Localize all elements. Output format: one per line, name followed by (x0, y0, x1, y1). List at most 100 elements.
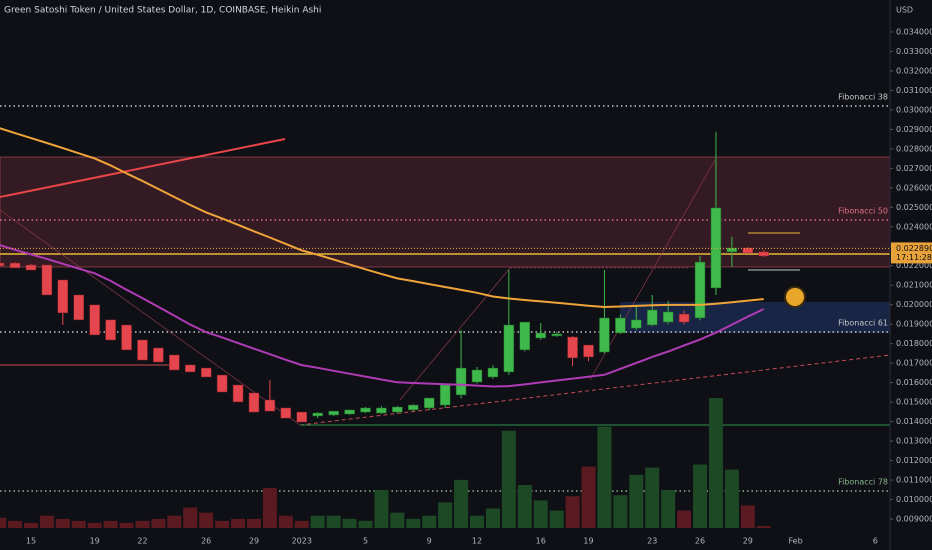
candle-body (9, 262, 21, 269)
volume-bar (294, 520, 309, 528)
x-tick-label: 15 (26, 537, 36, 546)
candle-body (599, 317, 610, 353)
candle-body (631, 319, 642, 329)
volume-bar (533, 500, 548, 528)
volume-bar (677, 510, 692, 528)
y-tick-label: 0.024000 (896, 222, 932, 231)
candle-body (296, 411, 308, 423)
volume-bar (565, 496, 580, 528)
trend-line (589, 159, 716, 381)
candle-body (360, 407, 371, 413)
y-tick-label: 0.015000 (896, 398, 932, 407)
y-tick-label: 0.021000 (896, 281, 932, 290)
candle-body (105, 319, 116, 341)
y-tick-label: 0.028000 (896, 144, 932, 153)
candle-body (41, 264, 53, 296)
candle-body (615, 317, 626, 334)
moving-average (0, 244, 765, 388)
x-tick-label: 19 (90, 537, 100, 546)
volume-bar (613, 495, 628, 528)
alert-icon[interactable] (784, 286, 806, 308)
candle-body (535, 332, 546, 339)
candle-body (392, 406, 403, 413)
y-tick-label: 0.018000 (896, 339, 932, 348)
currency-label: USD (896, 6, 913, 15)
volume-bar (119, 522, 134, 528)
volume-bar (390, 512, 405, 528)
volume-bar (55, 518, 70, 528)
volume-bar (740, 505, 755, 528)
x-tick-label: 29 (249, 537, 259, 546)
fibonacci-label: Fibonacci 78 (838, 477, 888, 486)
x-tick-label: 19 (583, 537, 593, 546)
y-tick-label: 0.032000 (896, 66, 932, 75)
last-price-label: 0.022890 (896, 244, 932, 253)
candle-body (57, 279, 69, 314)
candle-body (248, 392, 260, 413)
x-tick-label: 26 (695, 537, 705, 546)
candle-body (153, 347, 164, 363)
candle-body (344, 409, 355, 415)
x-tick-label: 22 (137, 537, 147, 546)
y-tick-label: 0.020000 (896, 300, 932, 309)
y-tick-label: 0.026000 (896, 183, 932, 192)
y-tick-label: 0.027000 (896, 164, 932, 173)
x-tick-label: 6 (873, 537, 878, 546)
volume-bar (71, 520, 86, 528)
candle-body (487, 367, 499, 378)
candle-body (662, 311, 674, 323)
candle-body (328, 410, 339, 416)
x-tick-label: 23 (647, 537, 657, 546)
volume-bar (39, 515, 54, 528)
last-price-box (891, 242, 932, 264)
y-tick-label: 0.025000 (896, 203, 932, 212)
candle-body (519, 321, 531, 351)
volume-bar (8, 520, 23, 528)
volume-bar (231, 518, 246, 528)
x-tick-label: 26 (201, 537, 211, 546)
x-tick-label: Feb (789, 537, 803, 546)
candle-body (312, 412, 323, 417)
y-tick-label: 0.034000 (896, 27, 932, 36)
fibonacci-label: Fibonacci 61 (838, 318, 888, 327)
volume-bar (103, 520, 118, 528)
trend-line (0, 138, 286, 198)
y-tick-label: 0.017000 (896, 359, 932, 368)
volume-bar (358, 520, 373, 528)
volume-bar (629, 474, 644, 528)
y-tick-label: 0.011000 (896, 476, 932, 485)
y-tick-label: 0.030000 (896, 105, 932, 114)
volume-bar (310, 515, 325, 528)
candle-body (264, 399, 276, 412)
y-tick-label: 0.013000 (896, 437, 932, 446)
volume-bar (501, 430, 516, 528)
volume-bar (724, 469, 739, 528)
fibonacci-label: Fibonacci 38 (838, 92, 888, 101)
volume-bar (581, 466, 596, 528)
volume-bar (0, 517, 7, 528)
countdown-label: 17:11:28 (896, 253, 932, 262)
candle-body (89, 304, 100, 336)
volume-bar (422, 515, 437, 528)
volume-bar (199, 512, 214, 528)
volume-bar (23, 522, 38, 528)
volume-bar (597, 426, 612, 528)
volume-bar (454, 479, 469, 528)
candle-body (678, 313, 690, 323)
candle-body (423, 397, 435, 409)
resistance-zone (0, 156, 891, 268)
candle-body (73, 294, 84, 321)
volume-bar (693, 464, 708, 528)
y-tick-label: 0.012000 (896, 456, 932, 465)
volume-bar (756, 525, 771, 528)
candle-body (25, 264, 37, 271)
candle-body (694, 261, 706, 319)
candle-body (551, 333, 562, 337)
volume-bar (438, 502, 453, 528)
candle-body (455, 367, 467, 396)
candle-body (646, 309, 658, 326)
y-tick-label: 0.029000 (896, 125, 932, 134)
fibonacci-label: Fibonacci 50 (838, 206, 888, 215)
